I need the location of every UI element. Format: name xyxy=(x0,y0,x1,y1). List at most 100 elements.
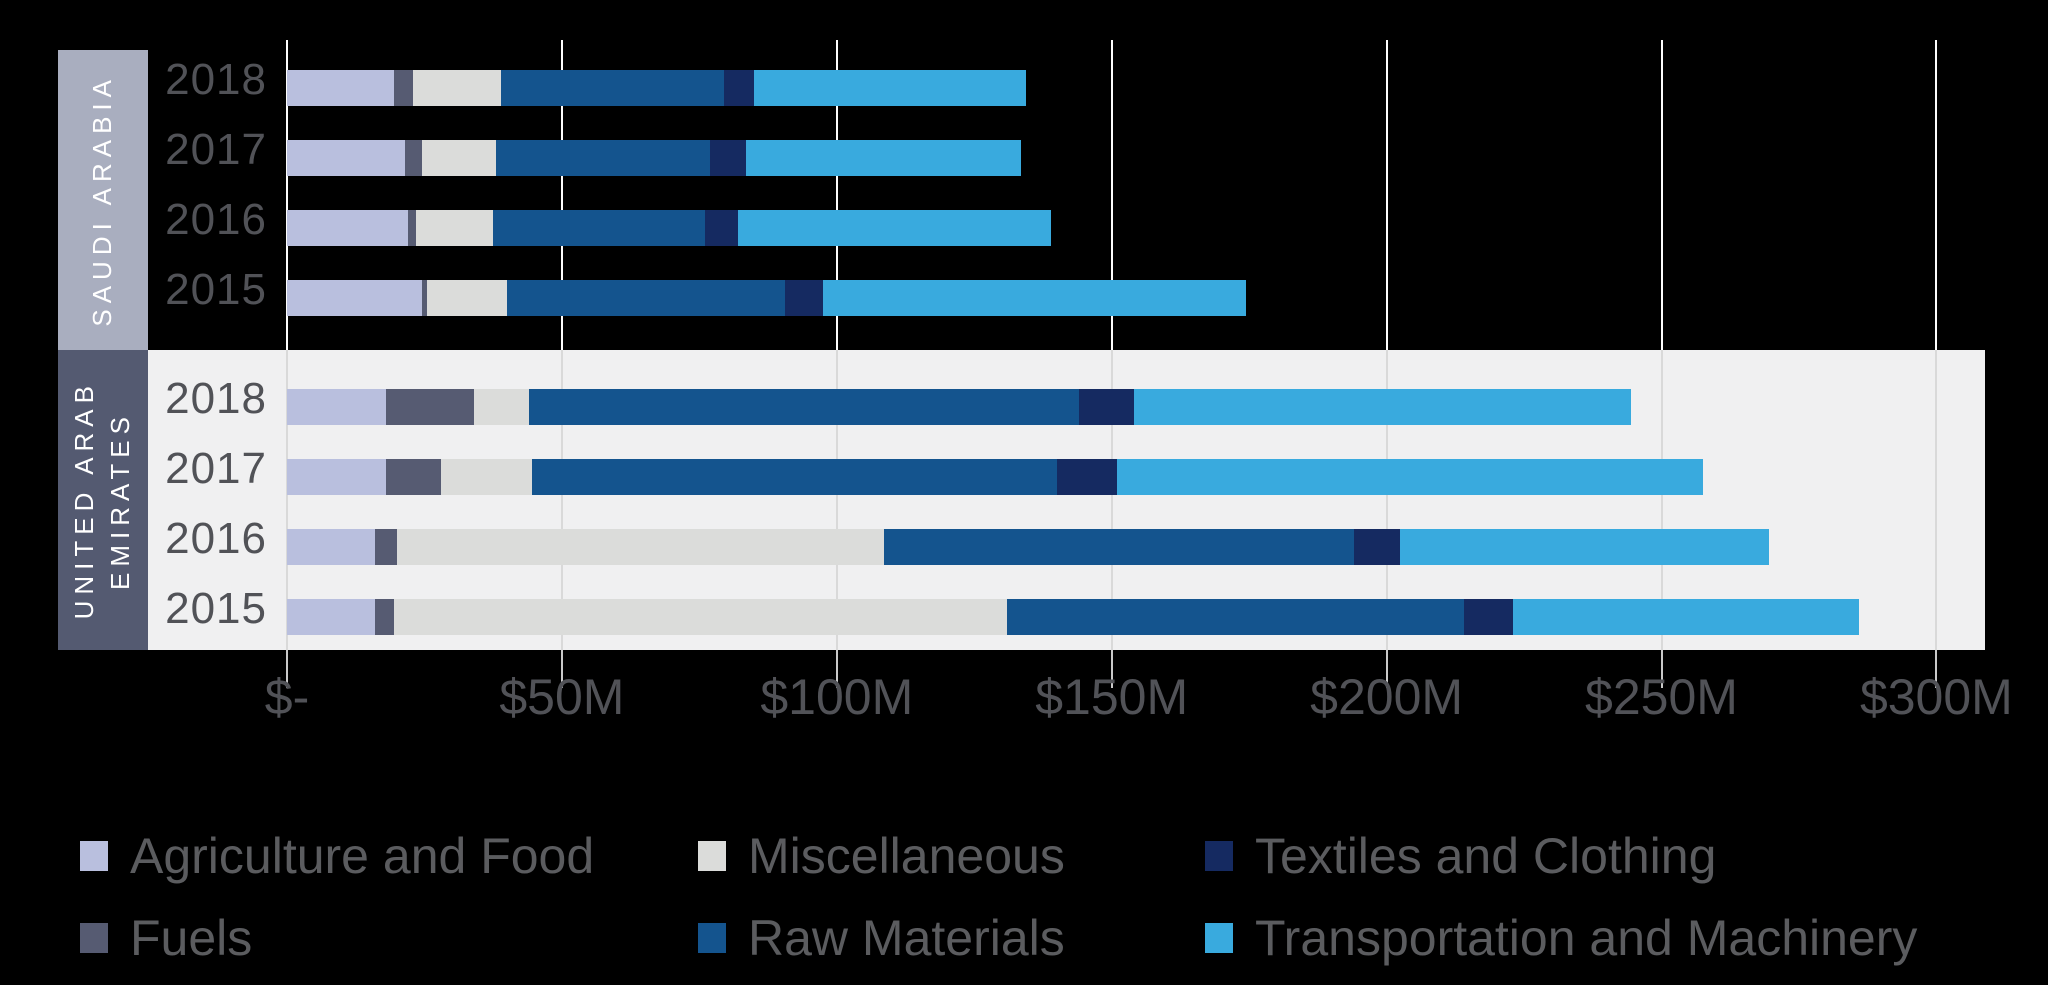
gridline-lower xyxy=(1385,350,1388,650)
bar-row-2015 xyxy=(287,280,1247,316)
legend-label: Raw Materials xyxy=(748,910,1065,966)
legend-label: Transportation and Machinery xyxy=(1255,910,1918,966)
bar-segment-agriculture-and-food xyxy=(287,210,408,246)
legend-item: Miscellaneous xyxy=(698,828,1065,884)
bar-segment-miscellaneous xyxy=(473,389,529,425)
bar-segment-transportation-and-machinery xyxy=(1117,459,1703,495)
axis-tick-mark xyxy=(560,650,563,688)
bar-segment-textiles-and-clothing xyxy=(710,140,747,176)
gridline-lower xyxy=(1935,350,1938,650)
axis-tick-mark xyxy=(835,650,838,688)
bar-segment-agriculture-and-food xyxy=(287,389,386,425)
legend-label: Fuels xyxy=(130,910,253,966)
axis-tick-mark xyxy=(1660,650,1663,688)
bar-segment-agriculture-and-food xyxy=(287,280,422,316)
x-axis-tick-label: $- xyxy=(264,669,310,725)
bar-segment-transportation-and-machinery xyxy=(754,70,1027,106)
legend-item: Agriculture and Food xyxy=(80,828,594,884)
bar-segment-raw-materials xyxy=(501,70,725,106)
bar-segment-raw-materials xyxy=(493,210,705,246)
year-label: 2016 xyxy=(165,514,267,563)
legend-item: Fuels xyxy=(80,910,252,966)
x-axis-tick-label: $300M xyxy=(1859,669,2013,725)
bar-row-2017 xyxy=(287,459,1703,495)
legend-swatch xyxy=(80,841,108,871)
bar-segment-textiles-and-clothing xyxy=(1463,599,1513,635)
bar-segment-miscellaneous xyxy=(413,70,502,106)
legend-label: Agriculture and Food xyxy=(130,828,595,884)
x-axis-tick-label: $100M xyxy=(760,669,914,725)
bar-segment-textiles-and-clothing xyxy=(1056,459,1118,495)
legend-item: Textiles and Clothing xyxy=(1205,828,1716,884)
x-axis-tick-label: $50M xyxy=(499,669,625,725)
bar-segment-agriculture-and-food xyxy=(287,70,395,106)
legend-swatch xyxy=(1205,923,1233,953)
gridline-lower xyxy=(1110,350,1113,650)
legend-swatch xyxy=(698,923,726,953)
bar-segment-fuels xyxy=(374,599,395,635)
axis-tick-mark xyxy=(286,650,288,688)
bar-segment-transportation-and-machinery xyxy=(737,210,1052,246)
legend-item: Transportation and Machinery xyxy=(1205,910,1917,966)
bar-row-2017 xyxy=(287,140,1021,176)
axis-tick-mark xyxy=(1935,650,1938,688)
bar-segment-raw-materials xyxy=(883,529,1354,565)
bar-segment-fuels xyxy=(407,210,417,246)
bar-segment-miscellaneous xyxy=(421,140,496,176)
gridline-lower xyxy=(286,350,288,650)
bar-segment-agriculture-and-food xyxy=(287,599,375,635)
bar-segment-transportation-and-machinery xyxy=(746,140,1021,176)
gridline-lower xyxy=(835,350,838,650)
country-band-label: SAUDI ARABIA xyxy=(87,73,118,327)
bar-row-2016 xyxy=(287,529,1769,565)
bar-segment-transportation-and-machinery xyxy=(1513,599,1860,635)
year-label: 2018 xyxy=(165,374,267,423)
legend-swatch xyxy=(80,923,108,953)
bar-segment-textiles-and-clothing xyxy=(704,210,738,246)
bar-row-2015 xyxy=(287,599,1860,635)
gridline-lower xyxy=(1660,350,1663,650)
bar-segment-raw-materials xyxy=(506,280,785,316)
bar-row-2016 xyxy=(287,210,1052,246)
x-axis-tick-label: $200M xyxy=(1310,669,1464,725)
axis-tick-mark xyxy=(1385,650,1388,688)
legend-swatch xyxy=(698,841,726,871)
bar-segment-fuels xyxy=(394,70,414,106)
bar-segment-agriculture-and-food xyxy=(287,140,406,176)
bar-segment-transportation-and-machinery xyxy=(1400,529,1769,565)
bar-segment-fuels xyxy=(385,459,441,495)
bar-segment-raw-materials xyxy=(531,459,1057,495)
country-band-united-arab-emirates: UNITED ARAB EMIRATES xyxy=(58,350,148,650)
country-band-label: EMIRATES xyxy=(105,410,135,590)
year-label: 2018 xyxy=(165,55,267,104)
gridline-upper xyxy=(1660,40,1663,350)
bar-segment-fuels xyxy=(405,140,422,176)
bar-segment-agriculture-and-food xyxy=(287,529,375,565)
bar-segment-raw-materials xyxy=(1007,599,1464,635)
country-band-label: UNITED ARAB xyxy=(69,380,100,620)
gridline-upper xyxy=(1935,40,1938,350)
bar-segment-miscellaneous xyxy=(394,599,1008,635)
bar-segment-raw-materials xyxy=(495,140,711,176)
gridline-upper xyxy=(286,40,288,350)
bar-row-2018 xyxy=(287,70,1027,106)
gridline-lower xyxy=(560,350,563,650)
legend-swatch xyxy=(1205,841,1233,871)
x-axis-tick-label: $250M xyxy=(1585,669,1738,725)
gridline-upper xyxy=(1110,40,1113,350)
bar-segment-fuels xyxy=(374,529,397,565)
x-axis-tick-label: $150M xyxy=(1035,669,1189,725)
bar-segment-textiles-and-clothing xyxy=(784,280,824,316)
bar-segment-raw-materials xyxy=(528,389,1079,425)
bar-segment-miscellaneous xyxy=(396,529,884,565)
year-label: 2015 xyxy=(165,265,267,314)
axis-tick-mark xyxy=(1110,650,1113,688)
year-label: 2015 xyxy=(165,584,267,633)
bar-segment-miscellaneous xyxy=(416,210,494,246)
bar-segment-textiles-and-clothing xyxy=(1353,529,1401,565)
legend-label: Miscellaneous xyxy=(748,828,1065,884)
bar-segment-miscellaneous xyxy=(440,459,532,495)
gridline-upper xyxy=(1385,40,1388,350)
country-band-saudi-arabia: SAUDI ARABIA xyxy=(58,50,148,350)
